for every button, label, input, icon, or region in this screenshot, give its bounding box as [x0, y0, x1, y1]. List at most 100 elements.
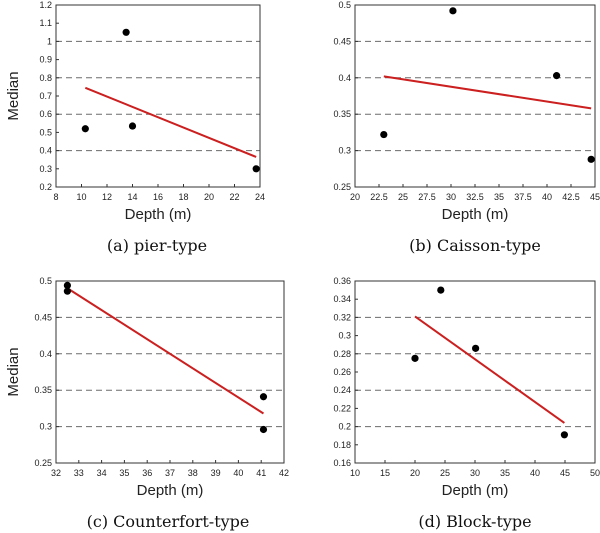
- x-axis-label: Depth (m): [442, 482, 509, 499]
- chart-caption: (d) Block-type: [418, 512, 531, 531]
- x-tick-label: 18: [178, 192, 188, 202]
- x-tick-label: 35: [500, 468, 510, 478]
- x-tick-label: 32: [51, 468, 61, 478]
- data-point: [252, 165, 260, 173]
- x-tick-label: 33: [74, 468, 84, 478]
- x-tick-label: 30: [470, 468, 480, 478]
- y-tick-label: 0.45: [333, 36, 351, 46]
- trendline: [383, 75, 592, 110]
- plot-frame: [55, 4, 261, 188]
- x-tick-label: 41: [256, 468, 266, 478]
- y-tick-label: 0.24: [333, 385, 351, 395]
- y-tick-label: 0.18: [333, 440, 351, 450]
- y-tick-label: 0.5: [39, 127, 52, 137]
- y-tick-label: 0.3: [338, 331, 351, 341]
- x-axis-label: Depth (m): [137, 482, 204, 499]
- y-tick-label: 0.8: [39, 73, 52, 83]
- x-tick-label: 35: [494, 192, 504, 202]
- y-tick-label: 0.3: [338, 146, 351, 156]
- x-tick-label: 15: [380, 468, 390, 478]
- trendline: [84, 86, 257, 158]
- y-tick-label: 0.32: [333, 312, 351, 322]
- chart-panel-2: 0.25 0.3 0.35 0.4 0.45 0.5 20 22.5 25 27.5 30 32.5 3…: [333, 0, 600, 255]
- x-tick-label: 10: [350, 468, 360, 478]
- y-tick-label: 0.22: [333, 403, 351, 413]
- plot-frame: [354, 4, 596, 188]
- chart-caption: (a) pier-type: [107, 236, 207, 255]
- y-tick-label: 0.4: [39, 146, 52, 156]
- y-tick-label: 0.45: [34, 312, 52, 322]
- x-tick-label: 25: [398, 192, 408, 202]
- data-point: [63, 287, 71, 295]
- x-tick-label: 38: [188, 468, 198, 478]
- y-tick-label: 0.34: [333, 294, 351, 304]
- y-tick-label: 1.2: [39, 0, 52, 10]
- y-tick-label: 0.9: [39, 55, 52, 65]
- chart-panel-1: 0.2 0.3 0.4 0.5 0.6 0.7 0.8 0.9 1 1.1 1.2 8 10 12 14 16…: [5, 0, 265, 255]
- y-axis-label: Median: [5, 347, 22, 396]
- x-tick-label: 37: [165, 468, 175, 478]
- data-point: [81, 125, 89, 133]
- data-point: [411, 354, 419, 362]
- x-tick-label: 35: [119, 468, 129, 478]
- x-tick-label: 25: [440, 468, 450, 478]
- plot-frame: [354, 280, 596, 464]
- x-tick-label: 40: [233, 468, 243, 478]
- x-tick-label: 24: [255, 192, 265, 202]
- chart-panel-4: 0.16 0.18 0.2 0.22 0.24 0.26 0.28 0.3 0.32 0.34 0.…: [333, 276, 600, 531]
- data-point: [587, 155, 595, 163]
- x-tick-label: 16: [153, 192, 163, 202]
- y-tick-label: 0.26: [333, 367, 351, 377]
- data-point: [259, 393, 268, 401]
- x-tick-label: 20: [204, 192, 214, 202]
- x-tick-label: 34: [97, 468, 107, 478]
- x-tick-label: 50: [590, 468, 600, 478]
- y-tick-label: 0.25: [333, 182, 351, 192]
- y-tick-label: 0.4: [338, 73, 351, 83]
- x-tick-label: 42.5: [562, 192, 580, 202]
- y-tick-label: 0.35: [34, 385, 52, 395]
- data-point: [63, 281, 71, 289]
- x-tick-label: 40: [542, 192, 552, 202]
- y-tick-label: 1.1: [39, 18, 52, 28]
- y-tick-label: 0.2: [338, 422, 351, 432]
- y-tick-label: 1: [47, 36, 52, 46]
- x-tick-label: 40: [530, 468, 540, 478]
- x-axis-label: Depth (m): [442, 206, 509, 223]
- x-tick-label: 27.5: [418, 192, 436, 202]
- y-tick-label: 0.3: [39, 422, 52, 432]
- x-tick-label: 45: [590, 192, 600, 202]
- y-tick-label: 0.2: [39, 182, 52, 192]
- data-point: [259, 425, 268, 434]
- chart-caption: (b) Caisson-type: [409, 236, 541, 255]
- data-point: [472, 344, 480, 352]
- trendline: [66, 287, 265, 415]
- x-tick-label: 30: [446, 192, 456, 202]
- data-point: [128, 122, 137, 130]
- data-point: [560, 431, 569, 439]
- x-tick-label: 20: [410, 468, 420, 478]
- y-tick-label: 0.28: [333, 349, 351, 359]
- data-point: [553, 72, 561, 80]
- x-tick-label: 20: [350, 192, 360, 202]
- x-tick-label: 22.5: [370, 192, 388, 202]
- y-tick-label: 0.35: [333, 109, 351, 119]
- x-tick-label: 36: [142, 468, 152, 478]
- trendline: [414, 315, 565, 424]
- y-tick-label: 0.6: [39, 109, 52, 119]
- data-point: [380, 130, 388, 139]
- data-point: [122, 28, 130, 36]
- x-tick-label: 45: [560, 468, 570, 478]
- data-point: [449, 7, 457, 15]
- x-tick-label: 42: [279, 468, 289, 478]
- x-tick-label: 8: [53, 192, 58, 202]
- x-tick-label: 12: [102, 192, 112, 202]
- y-axis-label: Median: [5, 71, 22, 120]
- plot-frame: [55, 280, 285, 464]
- chart-caption: (c) Counterfort-type: [87, 512, 250, 531]
- y-tick-label: 0.3: [39, 164, 52, 174]
- data-point: [437, 286, 445, 294]
- x-tick-label: 22: [229, 192, 239, 202]
- y-tick-label: 0.5: [338, 0, 351, 10]
